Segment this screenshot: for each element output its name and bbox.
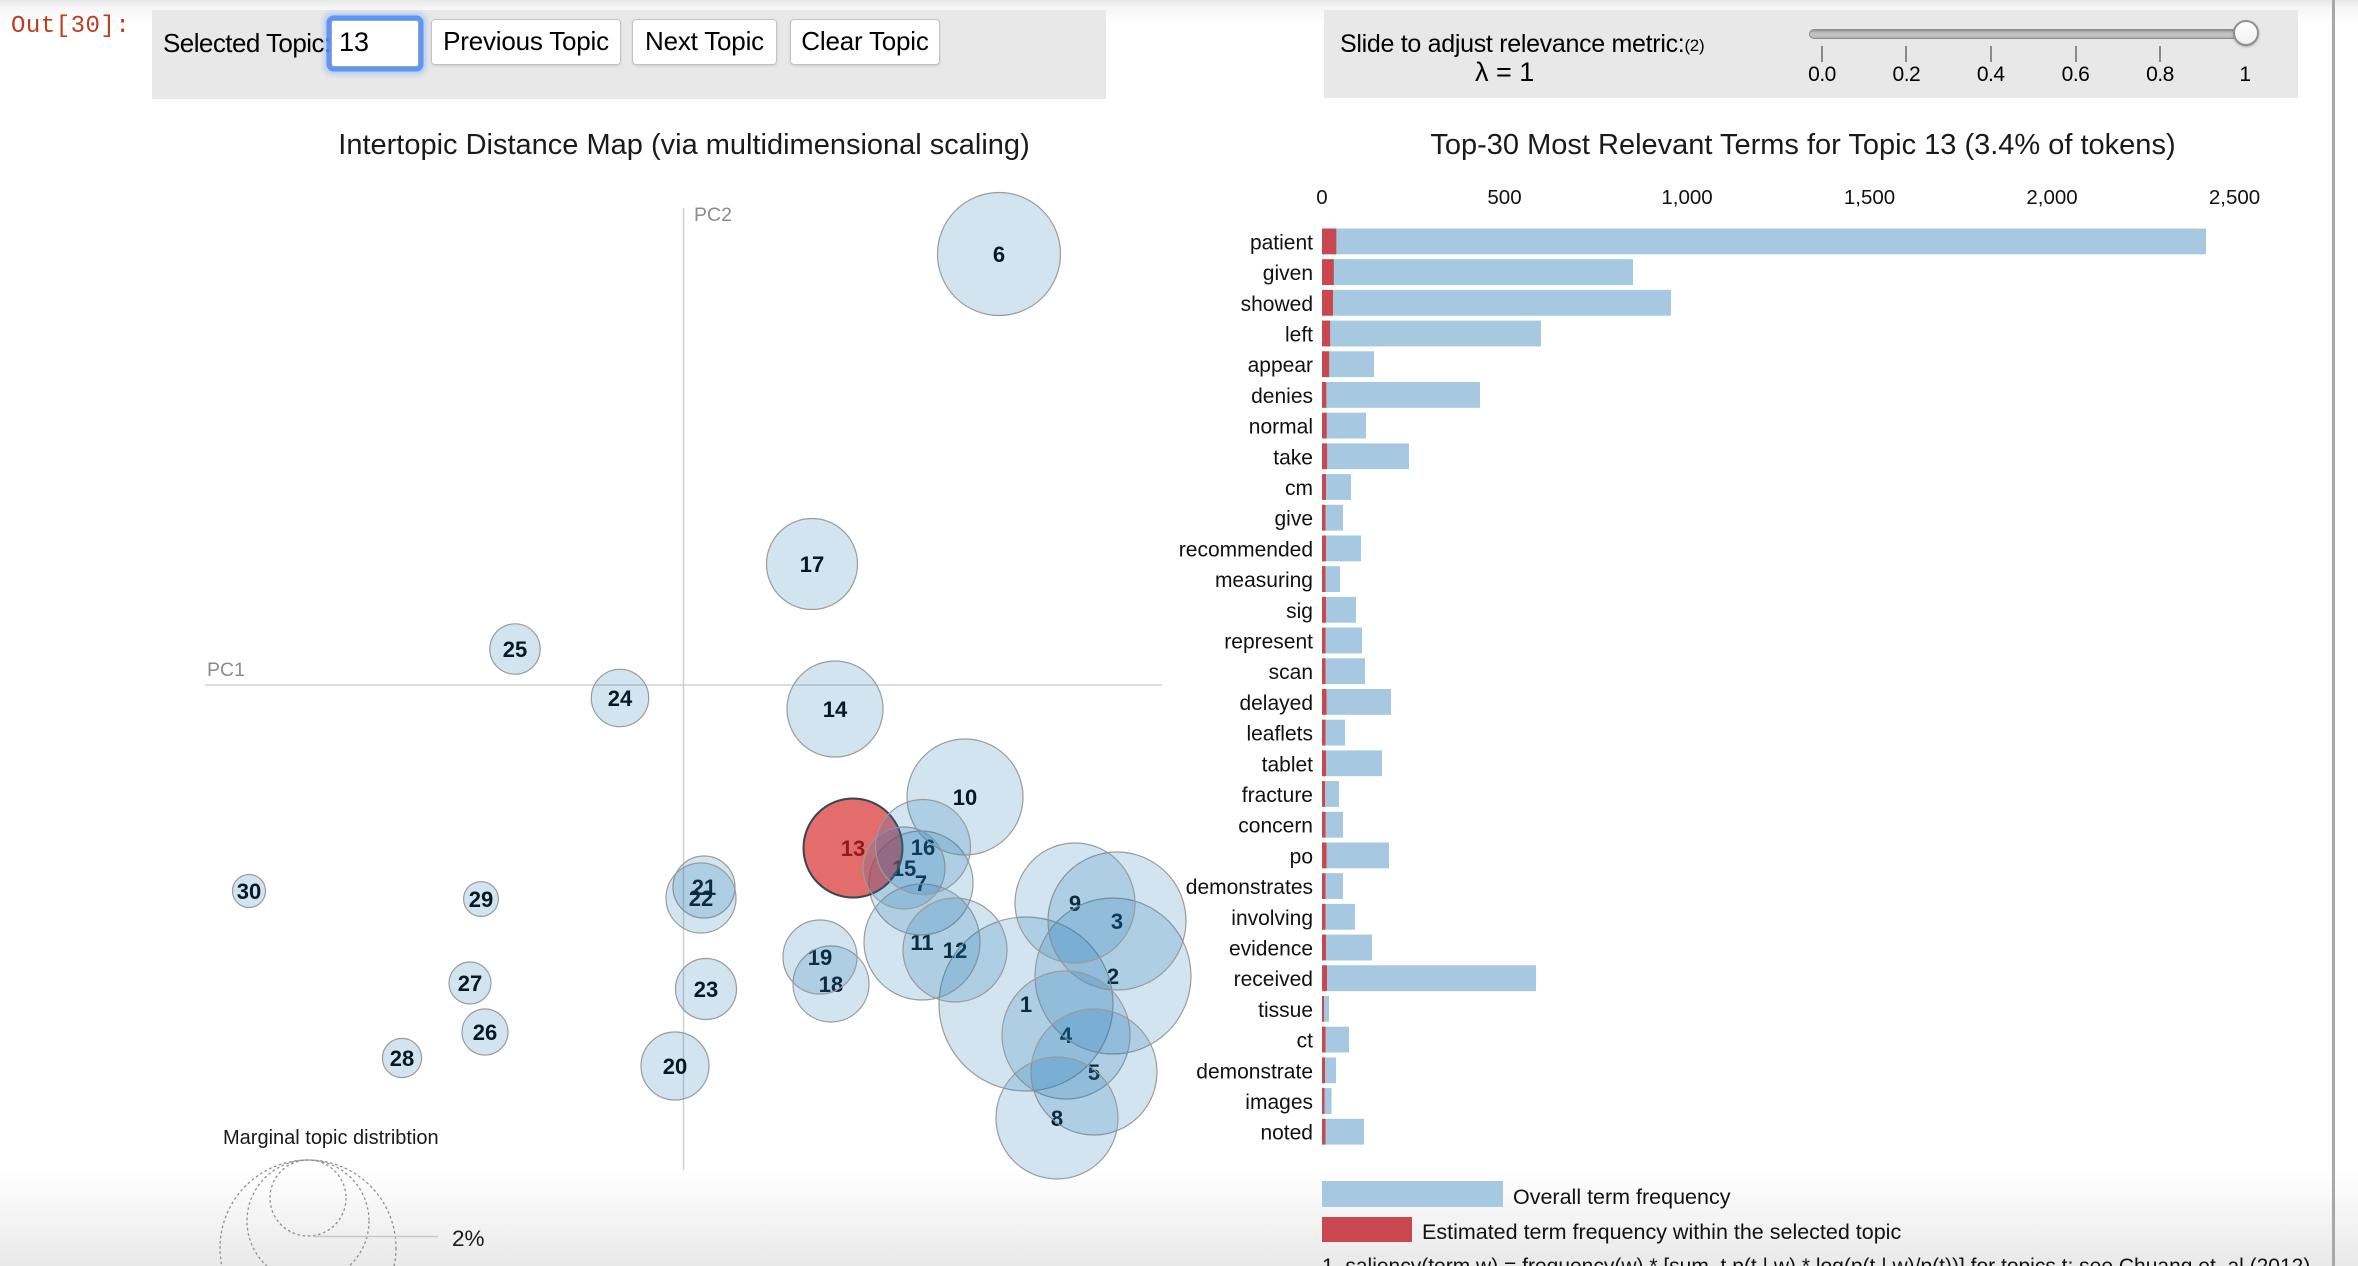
svg-text:1. saliency(term w) = frequenc: 1. saliency(term w) = frequency(w) * [su… <box>1322 1255 2310 1266</box>
svg-text:give: give <box>1274 508 1313 531</box>
svg-text:2,000: 2,000 <box>2026 186 2077 209</box>
svg-text:images: images <box>1245 1091 1313 1114</box>
svg-text:14: 14 <box>823 697 848 722</box>
svg-text:demonstrates: demonstrates <box>1186 876 1313 899</box>
svg-text:16: 16 <box>911 835 935 860</box>
svg-text:denies: denies <box>1251 385 1313 408</box>
svg-text:given: given <box>1263 262 1313 285</box>
svg-text:normal: normal <box>1249 416 1313 439</box>
svg-text:po: po <box>1290 845 1313 868</box>
svg-text:Intertopic Distance Map (via m: Intertopic Distance Map (via multidimens… <box>338 129 1029 161</box>
svg-text:1: 1 <box>1020 992 1032 1017</box>
svg-text:3: 3 <box>1111 909 1123 934</box>
svg-text:23: 23 <box>694 977 718 1002</box>
svg-text:delayed: delayed <box>1239 692 1313 715</box>
svg-text:Top-30 Most Relevant Terms for: Top-30 Most Relevant Terms for Topic 13 … <box>1430 129 2175 161</box>
svg-text:500: 500 <box>1487 186 1521 209</box>
svg-text:12: 12 <box>943 938 967 963</box>
svg-text:involving: involving <box>1231 907 1313 930</box>
svg-text:25: 25 <box>503 637 527 662</box>
svg-text:Estimated term frequency withi: Estimated term frequency within the sele… <box>1422 1220 1901 1244</box>
svg-text:17: 17 <box>800 552 824 577</box>
svg-text:20: 20 <box>663 1054 687 1079</box>
svg-text:noted: noted <box>1260 1122 1313 1145</box>
svg-text:represent: represent <box>1224 631 1313 654</box>
svg-text:fracture: fracture <box>1242 784 1313 807</box>
svg-text:PC1: PC1 <box>207 659 245 681</box>
svg-text:evidence: evidence <box>1229 938 1313 961</box>
svg-text:11: 11 <box>910 930 933 955</box>
svg-text:5: 5 <box>1088 1060 1100 1085</box>
svg-text:take: take <box>1273 446 1313 469</box>
svg-text:4: 4 <box>1060 1023 1073 1048</box>
svg-text:measuring: measuring <box>1215 569 1313 592</box>
svg-text:left: left <box>1285 324 1313 347</box>
svg-text:27: 27 <box>458 971 482 996</box>
svg-text:cm: cm <box>1285 477 1313 500</box>
svg-text:0: 0 <box>1316 186 1327 209</box>
svg-text:Marginal topic distribtion: Marginal topic distribtion <box>223 1127 439 1149</box>
svg-text:demonstrate: demonstrate <box>1196 1060 1313 1083</box>
svg-text:patient: patient <box>1250 231 1313 254</box>
svg-text:Overall term frequency: Overall term frequency <box>1513 1185 1731 1209</box>
svg-text:showed: showed <box>1241 293 1313 316</box>
svg-text:concern: concern <box>1238 815 1313 838</box>
svg-text:29: 29 <box>469 887 493 912</box>
svg-text:leaflets: leaflets <box>1246 723 1313 746</box>
svg-text:19: 19 <box>808 945 832 970</box>
svg-text:appear: appear <box>1248 354 1313 377</box>
svg-text:PC2: PC2 <box>694 204 732 226</box>
svg-text:ct: ct <box>1297 1030 1314 1053</box>
svg-text:tablet: tablet <box>1262 753 1314 776</box>
svg-text:sig: sig <box>1286 600 1313 623</box>
svg-text:28: 28 <box>390 1046 414 1071</box>
svg-text:26: 26 <box>473 1020 497 1045</box>
svg-text:30: 30 <box>237 879 261 904</box>
svg-text:recommended: recommended <box>1179 538 1313 561</box>
svg-text:tissue: tissue <box>1258 999 1313 1022</box>
svg-text:2%: 2% <box>452 1226 485 1251</box>
svg-text:2,500: 2,500 <box>2209 186 2260 209</box>
svg-text:21: 21 <box>692 875 716 900</box>
svg-text:received: received <box>1234 968 1313 991</box>
svg-text:22: 22 <box>689 886 713 911</box>
svg-text:1,000: 1,000 <box>1661 186 1712 209</box>
svg-text:1,500: 1,500 <box>1844 186 1895 209</box>
svg-text:24: 24 <box>608 686 633 711</box>
svg-text:scan: scan <box>1269 661 1313 684</box>
svg-text:6: 6 <box>993 242 1005 267</box>
svg-text:10: 10 <box>953 785 977 810</box>
